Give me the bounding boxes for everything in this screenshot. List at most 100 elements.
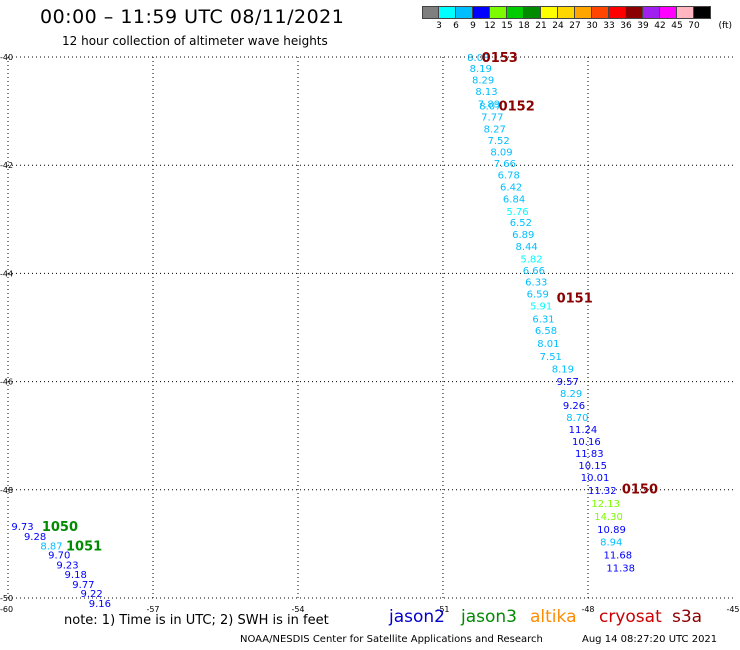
data-point-label: 8.27 — [484, 124, 506, 135]
data-point-label: 9.77 — [72, 580, 94, 591]
data-point-label: 8.19 — [470, 64, 492, 75]
legend-entry-s3a: s3a — [672, 607, 703, 627]
color-swatch — [473, 6, 490, 19]
data-point-label: 11.38 — [606, 564, 635, 575]
data-point-label: 11.83 — [575, 449, 604, 460]
data-point-label: 6.89 — [512, 230, 534, 241]
time-label: 0153 — [482, 51, 518, 66]
time-label: 0151 — [557, 292, 593, 307]
data-point-label: 6.59 — [527, 289, 549, 300]
data-point-label: 7.51 — [540, 352, 562, 363]
color-scale-tick-label: 42 — [654, 21, 666, 31]
footer-credit: NOAA/NESDIS Center for Satellite Applica… — [240, 634, 543, 645]
color-swatch — [541, 6, 558, 19]
color-scale-legend: 3 6 9 12 15 18 21 24 27 30 33 36 39 42 45 70 — [422, 6, 711, 31]
data-point-label: 8.19 — [552, 365, 574, 376]
x-tick-label: -48 — [581, 605, 594, 614]
color-scale-labels: 3 6 9 12 15 18 21 24 27 30 33 36 39 42 45 70 — [422, 19, 711, 31]
data-point-label: 6.58 — [535, 326, 557, 337]
color-scale-tick-label: 24 — [552, 21, 564, 31]
color-swatch — [422, 6, 439, 19]
color-scale-tick-label: 9 — [470, 21, 476, 31]
color-scale-tick-label: 27 — [569, 21, 581, 31]
data-point-label: 8.08 — [467, 53, 489, 64]
color-scale-tick-label: 39 — [637, 21, 649, 31]
page-subtitle: 12 hour collection of altimeter wave hei… — [62, 34, 328, 48]
y-tick-label: -40 — [0, 53, 13, 62]
data-point-label: 8.87 — [40, 542, 62, 553]
color-scale-tick-label: 15 — [501, 21, 513, 31]
data-point-label: 14.30 — [594, 512, 623, 523]
color-swatch — [609, 6, 626, 19]
data-point-label: 11.68 — [603, 551, 632, 562]
data-point-label: 8.70 — [566, 413, 588, 424]
color-swatch — [592, 6, 609, 19]
data-point-label: 8.29 — [472, 76, 494, 87]
footer-note: note: 1) Time is in UTC; 2) SWH is in fe… — [64, 613, 329, 628]
data-point-label: 9.28 — [24, 532, 46, 543]
data-point-label: 6.33 — [525, 278, 547, 289]
data-point-label: 10.16 — [572, 437, 601, 448]
data-point-label: 9.26 — [563, 401, 585, 412]
page-title: 00:00 – 11:59 UTC 08/11/2021 — [40, 6, 345, 28]
data-point-label: 6.31 — [532, 314, 554, 325]
data-point-label: 9.16 — [89, 599, 111, 610]
data-point-label: 7.66 — [494, 159, 516, 170]
data-point-label: 11.32 — [588, 486, 617, 497]
data-point-label: 9.70 — [48, 551, 70, 562]
color-swatch — [507, 6, 524, 19]
color-swatch — [694, 6, 711, 19]
data-point-label: 5.82 — [520, 254, 542, 265]
x-tick-label: -57 — [146, 605, 159, 614]
data-point-label: 5.91 — [530, 301, 552, 312]
time-label: 0150 — [622, 483, 658, 498]
data-point-label: 8.01 — [537, 339, 559, 350]
color-swatch — [524, 6, 541, 19]
data-point-label: 6.66 — [523, 266, 545, 277]
color-swatch — [575, 6, 592, 19]
y-tick-label: -44 — [0, 269, 13, 278]
color-swatch — [490, 6, 507, 19]
color-swatch — [660, 6, 677, 19]
data-point-label: 10.01 — [581, 473, 610, 484]
color-scale-tick-label: 12 — [484, 21, 496, 31]
x-tick-label: -54 — [291, 605, 304, 614]
color-swatch — [558, 6, 575, 19]
data-point-label: 7.52 — [487, 136, 509, 147]
data-point-label: 8.29 — [560, 389, 582, 400]
data-point-label: 8.44 — [516, 242, 538, 253]
color-scale-unit: (ft) — [718, 21, 732, 31]
data-point-label: 6.84 — [503, 195, 525, 206]
legend-entry-altika: altika — [530, 607, 577, 627]
data-point-label: 9.18 — [65, 570, 87, 581]
data-point-label: 12.13 — [591, 499, 620, 510]
data-point-label: 6.78 — [498, 170, 520, 181]
footer-timestamp: Aug 14 08:27:20 UTC 2021 — [582, 634, 718, 645]
x-tick-label: -45 — [726, 605, 739, 614]
color-swatch — [643, 6, 660, 19]
color-scale-tick-label: 18 — [518, 21, 530, 31]
time-label: 0152 — [499, 100, 535, 115]
data-point-label: 10.89 — [597, 525, 626, 536]
data-point-label: 10.15 — [578, 461, 607, 472]
data-point-label: 9.73 — [11, 522, 33, 533]
data-point-label: 5.76 — [506, 207, 528, 218]
color-scale-tick-label: 70 — [688, 21, 700, 31]
data-point-label: 11.24 — [569, 425, 598, 436]
color-swatch — [456, 6, 473, 19]
data-point-label: 8.94 — [600, 538, 622, 549]
data-point-label: 7.77 — [481, 113, 503, 124]
color-scale-tick-label: 30 — [586, 21, 598, 31]
data-point-label: 7.89 — [478, 100, 500, 111]
legend-entry-jason2: jason2 — [389, 607, 445, 627]
data-point-label: 6.42 — [500, 182, 522, 193]
color-scale-tick-label: 21 — [535, 21, 547, 31]
x-tick-label: -51 — [436, 605, 449, 614]
data-point-label: 9.22 — [81, 589, 103, 600]
x-tick-label: -60 — [0, 605, 13, 614]
legend-entry-cryosat: cryosat — [599, 607, 662, 627]
color-swatch — [626, 6, 643, 19]
data-point-label: 8.07 — [479, 102, 501, 113]
time-label: 1050 — [42, 520, 78, 535]
